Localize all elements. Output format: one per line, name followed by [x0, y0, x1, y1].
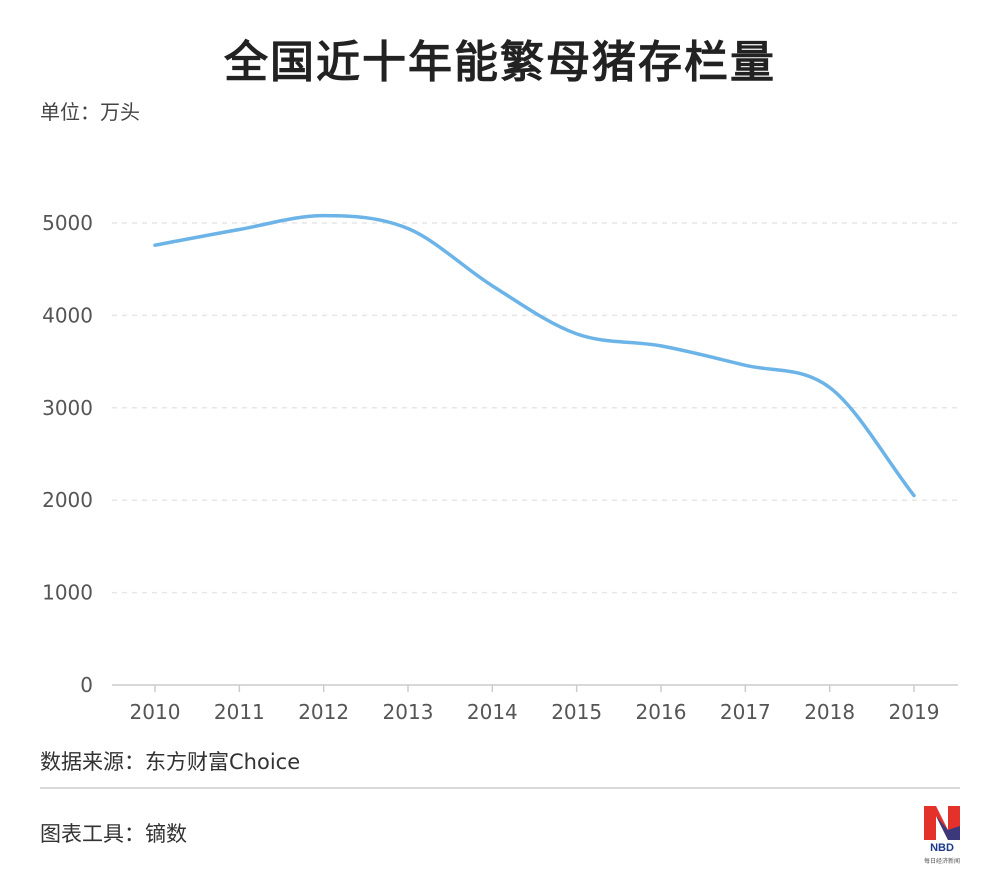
grid-lines — [112, 222, 958, 594]
footer-divider — [40, 787, 960, 789]
x-tick-label: 2017 — [720, 700, 771, 724]
y-tick-label: 2000 — [42, 488, 93, 512]
y-tick-label: 4000 — [42, 303, 93, 327]
logo-subtext: 每日经济新闻 — [923, 858, 960, 865]
series-layer — [153, 213, 916, 498]
y-tick-label: 3000 — [42, 396, 93, 420]
x-tick-label: 2016 — [636, 700, 687, 724]
x-tick-label: 2011 — [214, 700, 265, 724]
nbd-logo-icon — [924, 806, 960, 840]
x-tick-label: 2018 — [804, 700, 855, 724]
chart-tool-label: 图表工具：镝数 — [40, 822, 187, 846]
x-tick-label: 2019 — [889, 700, 940, 724]
x-tick-label: 2014 — [467, 700, 518, 724]
data-source-label: 数据来源：东方财富Choice — [40, 750, 301, 774]
nbd-logo: NBD 每日经济新闻 — [918, 804, 966, 870]
y-tick-label: 5000 — [42, 211, 93, 235]
series-line — [153, 213, 916, 498]
unit-label: 单位：万头 — [40, 100, 140, 124]
x-tick-label: 2012 — [298, 700, 349, 724]
chart-title: 全国近十年能繁母猪存栏量 — [224, 37, 776, 88]
x-tick-label: 2015 — [551, 700, 602, 724]
x-tick-label: 2013 — [383, 700, 434, 724]
x-tick-label: 2010 — [130, 700, 181, 724]
y-axis-ticks: 0 1000 2000 3000 4000 5000 — [42, 211, 93, 697]
y-tick-label: 1000 — [42, 581, 93, 605]
y-tick-label: 0 — [80, 673, 93, 697]
x-axis-ticks: 2010 2011 2012 2013 2014 2015 2016 2017 2018 2019 — [130, 685, 940, 724]
logo-text: NBD — [930, 842, 954, 854]
